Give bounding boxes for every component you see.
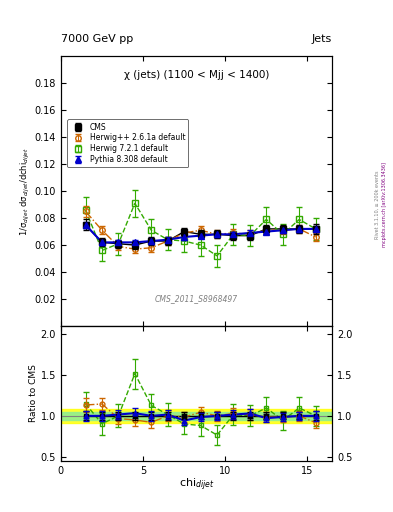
Y-axis label: 1/σ$_{dijet}$ dσ$_{dijet}$/dchi$_{dijet}$: 1/σ$_{dijet}$ dσ$_{dijet}$/dchi$_{dijet}… — [19, 147, 32, 236]
Bar — [61, 409, 332, 423]
Text: χ (jets) (1100 < Mjj < 1400): χ (jets) (1100 < Mjj < 1400) — [124, 70, 269, 80]
Text: Jets: Jets — [312, 33, 332, 44]
Y-axis label: Ratio to CMS: Ratio to CMS — [29, 365, 38, 422]
X-axis label: chi$_{dijet}$: chi$_{dijet}$ — [179, 477, 214, 494]
Legend: CMS, Herwig++ 2.6.1a default, Herwig 7.2.1 default, Pythia 8.308 default: CMS, Herwig++ 2.6.1a default, Herwig 7.2… — [68, 119, 188, 167]
Text: Rivet 3.1.10, ≥ 200k events: Rivet 3.1.10, ≥ 200k events — [375, 170, 380, 239]
Text: mcplots.cern.ch [arXiv:1306.3436]: mcplots.cern.ch [arXiv:1306.3436] — [382, 162, 387, 247]
Text: CMS_2011_S8968497: CMS_2011_S8968497 — [155, 294, 238, 304]
Text: 7000 GeV pp: 7000 GeV pp — [61, 33, 133, 44]
Bar — [61, 412, 332, 420]
